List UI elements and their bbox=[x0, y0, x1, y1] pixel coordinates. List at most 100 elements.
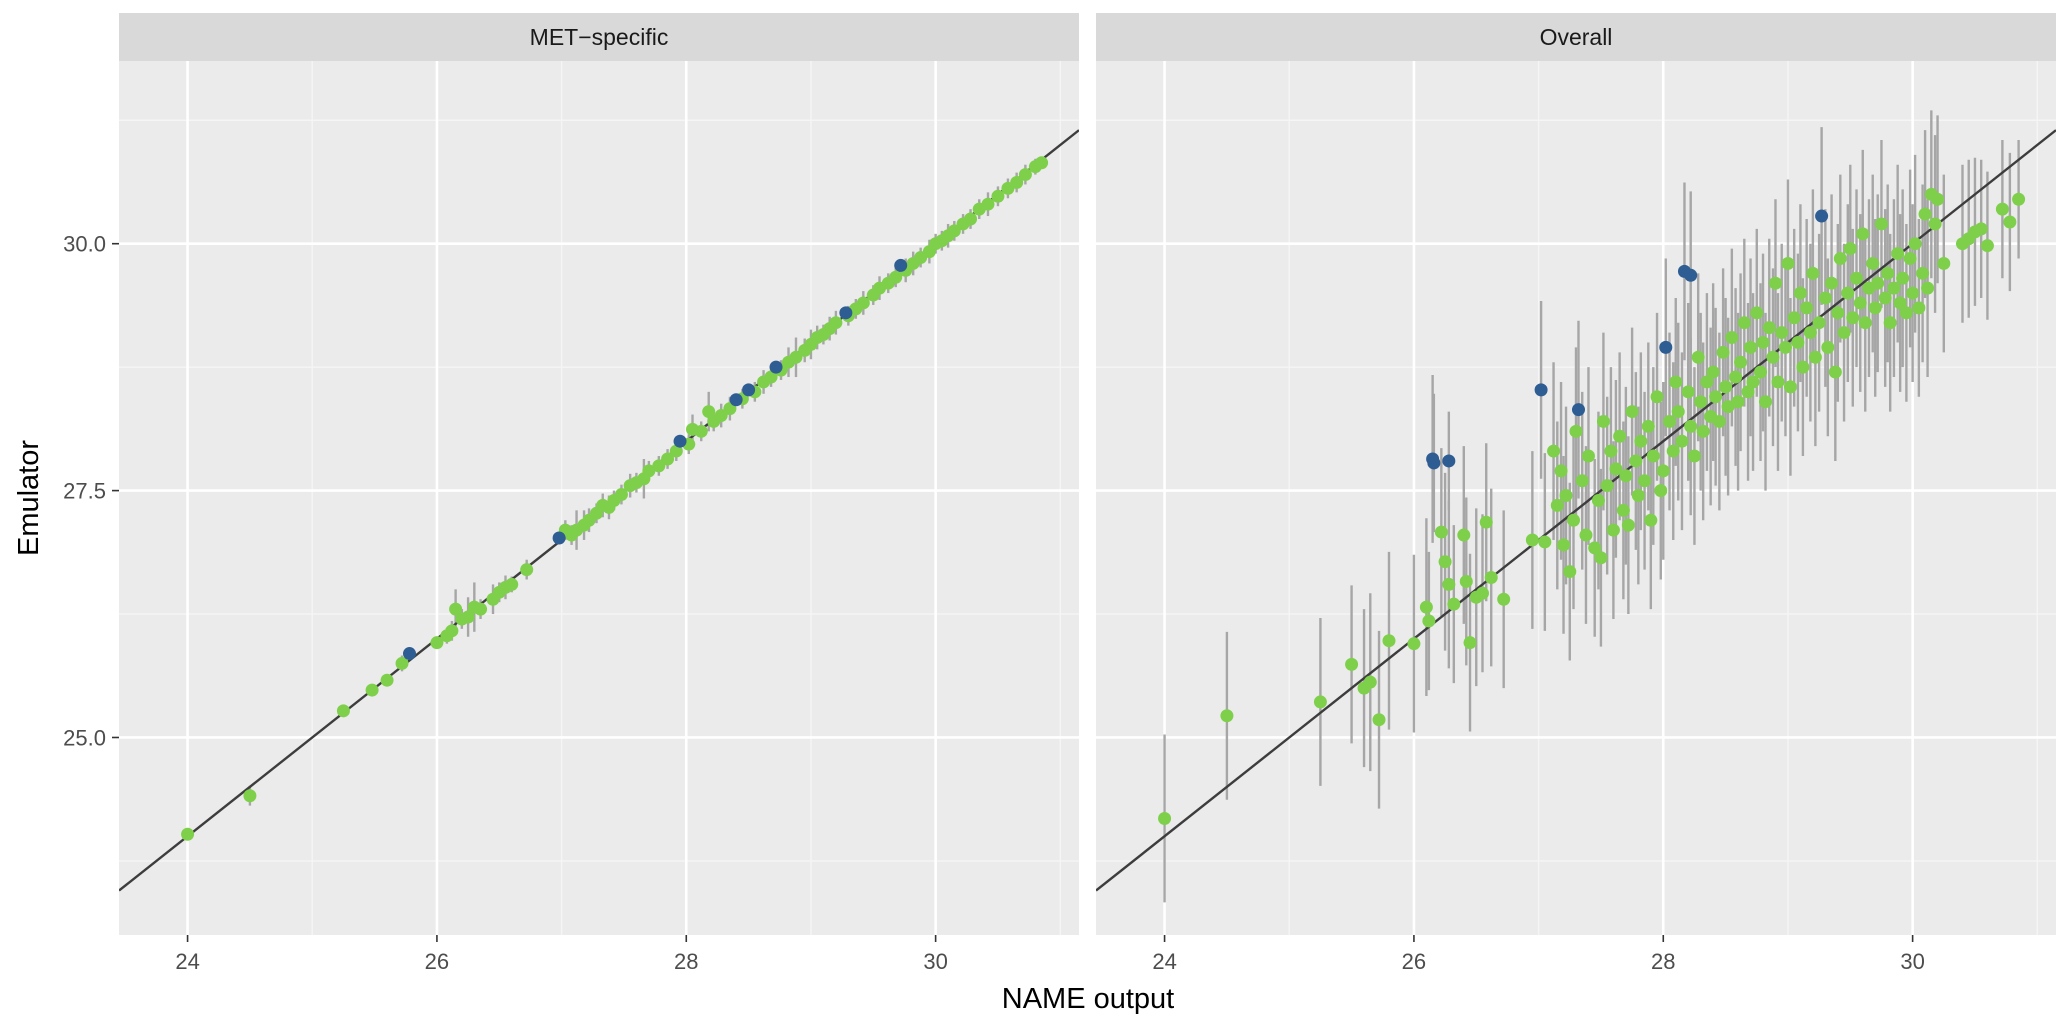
data-point-green bbox=[1621, 518, 1635, 532]
data-point-blue bbox=[742, 383, 756, 397]
data-point-green bbox=[1634, 434, 1648, 448]
data-point-green bbox=[1609, 462, 1623, 476]
data-point-green bbox=[1569, 424, 1583, 438]
data-point-green bbox=[764, 370, 778, 384]
data-point-green bbox=[964, 212, 978, 226]
data-point-green bbox=[1694, 395, 1708, 409]
data-point-green bbox=[1750, 306, 1764, 320]
data-point-green bbox=[1866, 256, 1880, 270]
data-point-green bbox=[1931, 192, 1945, 206]
data-point-green bbox=[1871, 276, 1885, 290]
data-point-green bbox=[1874, 217, 1888, 231]
data-point-green bbox=[1669, 375, 1683, 389]
data-point-blue bbox=[839, 306, 853, 320]
data-point-green bbox=[1721, 400, 1735, 414]
data-point-green bbox=[1891, 247, 1905, 261]
data-point-green bbox=[395, 656, 409, 670]
data-point-green bbox=[829, 316, 843, 330]
data-point-green bbox=[1619, 469, 1633, 483]
data-point-green bbox=[1918, 207, 1932, 221]
data-point-blue bbox=[402, 647, 416, 661]
data-point-green bbox=[1921, 281, 1935, 295]
data-point-green bbox=[1937, 256, 1951, 270]
data-point-green bbox=[1700, 375, 1714, 389]
data-point-green bbox=[1018, 168, 1032, 182]
data-point-green bbox=[2003, 215, 2017, 229]
data-point-green bbox=[1442, 577, 1456, 591]
x-tick-label: 26 bbox=[425, 949, 449, 974]
data-point-green bbox=[1843, 242, 1857, 256]
strip-met-specific bbox=[119, 13, 1079, 61]
data-point-green bbox=[1638, 474, 1652, 488]
x-tick-label: 24 bbox=[1152, 949, 1176, 974]
x-tick-label: 28 bbox=[674, 949, 698, 974]
data-point-green bbox=[1916, 266, 1930, 280]
data-point-blue bbox=[1442, 454, 1456, 468]
data-point-green bbox=[1654, 484, 1668, 498]
data-point-green bbox=[1881, 266, 1895, 280]
y-tick-label: 27.5 bbox=[63, 479, 106, 504]
data-point-green bbox=[1744, 340, 1758, 354]
data-point-green bbox=[1719, 380, 1733, 394]
data-point-green bbox=[520, 563, 534, 577]
data-point-blue bbox=[894, 258, 908, 272]
gridlines bbox=[119, 61, 1079, 935]
data-point-green bbox=[1675, 434, 1689, 448]
data-point-green bbox=[1771, 375, 1785, 389]
data-point-blue bbox=[552, 531, 566, 545]
data-point-green bbox=[1594, 551, 1608, 565]
data-point-green bbox=[1878, 291, 1892, 305]
strip-label-overall: Overall bbox=[1540, 24, 1613, 50]
data-point-green bbox=[336, 704, 350, 718]
data-point-green bbox=[1775, 326, 1789, 340]
data-point-green bbox=[1554, 464, 1568, 478]
data-point-green bbox=[1463, 636, 1477, 650]
data-point-green bbox=[1831, 306, 1845, 320]
data-point-green bbox=[1419, 600, 1433, 614]
data-point-green bbox=[380, 673, 394, 687]
data-point-green bbox=[1600, 479, 1614, 493]
data-point-green bbox=[1479, 515, 1493, 529]
data-point-green bbox=[1684, 419, 1698, 433]
data-point-green bbox=[1631, 489, 1645, 503]
data-point-green bbox=[1567, 513, 1581, 527]
data-point-green bbox=[1434, 525, 1448, 539]
y-tick-label: 25.0 bbox=[63, 725, 106, 750]
data-point-green bbox=[1856, 227, 1870, 241]
data-point-green bbox=[947, 224, 961, 238]
plot-area-met-specific bbox=[119, 61, 1079, 935]
data-point-green bbox=[1363, 675, 1377, 689]
data-point-green bbox=[652, 459, 666, 473]
data-point-green bbox=[1896, 271, 1910, 285]
data-layer bbox=[119, 129, 1079, 892]
data-point-green bbox=[1762, 321, 1776, 335]
data-point-green bbox=[1803, 326, 1817, 340]
data-point-green bbox=[1980, 239, 1994, 253]
y-tick-label: 30.0 bbox=[63, 232, 106, 257]
data-point-green bbox=[1538, 535, 1552, 549]
strip-label-met-specific: MET−specific bbox=[530, 24, 669, 50]
data-point-green bbox=[1656, 464, 1670, 478]
data-point-blue bbox=[1571, 403, 1585, 417]
data-point-green bbox=[1372, 713, 1386, 727]
data-point-green bbox=[1606, 523, 1620, 537]
data-point-green bbox=[1696, 424, 1710, 438]
data-point-green bbox=[1158, 811, 1172, 825]
data-point-green bbox=[1613, 429, 1627, 443]
data-point-green bbox=[1825, 276, 1839, 290]
data-point-green bbox=[661, 452, 675, 466]
data-point-green bbox=[365, 683, 379, 697]
x-tick-label: 24 bbox=[175, 949, 199, 974]
data-point-green bbox=[1459, 574, 1473, 588]
data-point-green bbox=[1729, 370, 1743, 384]
data-point-green bbox=[1629, 454, 1643, 468]
data-point-green bbox=[1781, 256, 1795, 270]
data-point-green bbox=[1858, 316, 1872, 330]
data-point-green bbox=[1796, 360, 1810, 374]
panel-met-specific: MET−specific bbox=[119, 13, 1079, 935]
data-point-green bbox=[1841, 286, 1855, 300]
data-point-green bbox=[445, 624, 459, 638]
data-point-green bbox=[1754, 365, 1768, 379]
data-point-green bbox=[1625, 405, 1639, 419]
data-point-green bbox=[1737, 316, 1751, 330]
